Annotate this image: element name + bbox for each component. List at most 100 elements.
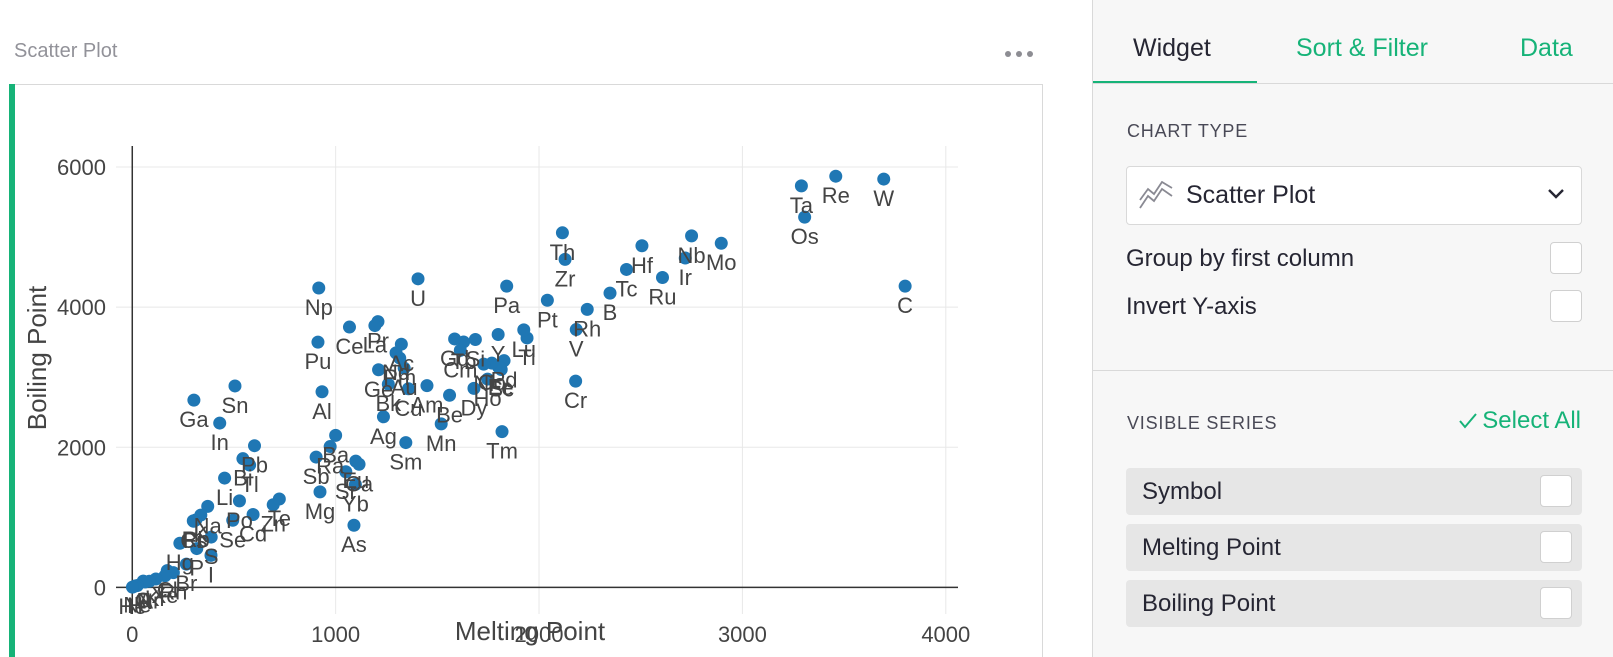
data-point [246, 508, 260, 522]
point-label: Ge [364, 377, 393, 402]
point-label: Pb [241, 453, 268, 478]
series-checkbox-melting-point[interactable] [1540, 531, 1572, 563]
data-point [898, 279, 912, 293]
point-label: Lu [512, 337, 536, 362]
data-point [311, 335, 325, 349]
point-label: B [603, 300, 618, 325]
point-label: Sr [335, 479, 357, 504]
data-point [368, 319, 382, 333]
point-label: Nb [678, 243, 706, 268]
data-point [204, 548, 218, 562]
data-point [468, 333, 482, 347]
select-all-label: Select All [1482, 407, 1581, 434]
group-by-first-column-label: Group by first column [1126, 245, 1355, 272]
config-panel: Widget Sort & Filter Data CHART TYPE Sca… [1092, 0, 1613, 657]
data-point [401, 382, 415, 396]
data-point [232, 494, 246, 508]
point-label: Tb [451, 349, 477, 374]
point-label: Mg [305, 499, 336, 524]
series-checkbox-symbol[interactable] [1540, 475, 1572, 507]
point-label: Pu [304, 349, 331, 374]
point-label: Ce [335, 334, 363, 359]
data-point [877, 172, 891, 186]
scatter-chart: 0 1000 2000 3000 4000 0 2000 4000 6000 W Re Ta Os C M… [22, 146, 970, 647]
point-label: Rn [159, 580, 187, 605]
point-label: Ir [679, 265, 692, 290]
y-tick-label: 2000 [57, 435, 106, 460]
point-label: Cs [180, 528, 207, 553]
point-label: Y [491, 342, 506, 367]
data-point [603, 286, 617, 300]
point-label: Be [436, 402, 463, 427]
point-label: Dy [461, 395, 488, 420]
visible-series-label: VISIBLE SERIES [1127, 413, 1278, 433]
point-label: He [118, 594, 146, 619]
point-label: Mo [706, 250, 737, 275]
data-point [399, 436, 413, 450]
data-point [213, 416, 227, 430]
data-point [313, 485, 327, 499]
data-point [329, 428, 343, 442]
tab-sort-filter[interactable]: Sort & Filter [1296, 34, 1428, 62]
point-label: Tc [615, 276, 637, 301]
point-label: Gd [440, 346, 469, 371]
point-label: Cr [564, 388, 587, 413]
data-point [678, 251, 692, 265]
tab-data[interactable]: Data [1520, 34, 1573, 62]
data-point [555, 226, 569, 240]
point-label: Hg [166, 550, 194, 575]
data-point [569, 323, 583, 337]
point-label: Ne [123, 592, 151, 617]
point-label: Ac [389, 351, 415, 376]
series-row-symbol[interactable]: Symbol [1126, 468, 1582, 515]
point-label: Cd [239, 522, 267, 547]
data-point [348, 477, 362, 491]
point-label: Au [391, 375, 418, 400]
data-point [204, 530, 218, 544]
point-label: Pt [537, 307, 558, 332]
data-point [397, 361, 411, 375]
invert-y-axis-checkbox[interactable] [1550, 290, 1582, 322]
chart-type-select[interactable]: Scatter Plot [1126, 166, 1582, 225]
data-point [443, 388, 457, 402]
axes: 0 1000 2000 3000 4000 0 2000 4000 6000 [57, 146, 970, 647]
data-point [481, 372, 495, 386]
point-label: Ar [138, 588, 160, 613]
point-label: Eu [342, 468, 369, 493]
series-row-boiling-point[interactable]: Boiling Point [1126, 580, 1582, 627]
more-options-icon[interactable] [1004, 44, 1034, 64]
point-label: F [137, 588, 150, 613]
data-point [187, 393, 201, 407]
data-point [477, 357, 491, 371]
point-label: Ti [518, 345, 536, 370]
data-point [495, 425, 509, 439]
point-label: Br [175, 571, 197, 596]
select-all-button[interactable]: Select All [1458, 407, 1581, 435]
point-label: Bk [375, 391, 402, 416]
data-point [411, 272, 425, 286]
series-checkbox-boiling-point[interactable] [1540, 587, 1572, 619]
point-label: Pa [493, 293, 521, 318]
data-point [125, 580, 139, 594]
section-divider [1093, 370, 1613, 371]
series-row-melting-point[interactable]: Melting Point [1126, 524, 1582, 571]
point-label: Li [216, 485, 233, 510]
point-label: Te [268, 506, 291, 531]
point-label: Ta [790, 193, 814, 218]
point-label: Am [410, 393, 443, 418]
data-point [453, 343, 467, 357]
x-tick-label: 2000 [515, 622, 564, 647]
data-point [798, 210, 812, 224]
point-label: Xe [152, 583, 179, 608]
point-label: Pr [367, 329, 389, 354]
group-by-first-column-checkbox[interactable] [1550, 242, 1582, 274]
x-tick-label: 4000 [921, 622, 970, 647]
data-point [420, 379, 434, 393]
tab-widget[interactable]: Widget [1133, 34, 1211, 62]
chevron-down-icon [1548, 189, 1564, 199]
point-label: Nd [382, 360, 410, 385]
x-axis-label: Melting Point [455, 616, 606, 646]
data-point [448, 332, 462, 346]
point-label: Fe [488, 375, 514, 400]
point-label: P [189, 556, 204, 581]
